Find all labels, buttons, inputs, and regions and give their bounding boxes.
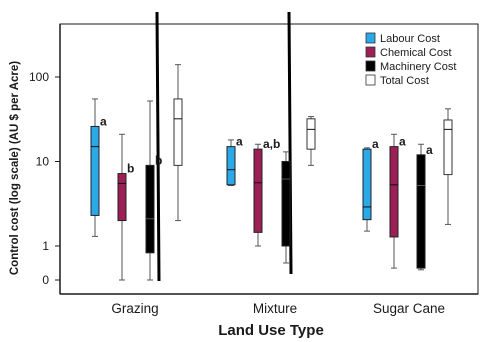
legend-label: Chemical Cost xyxy=(380,47,452,59)
y-axis-ticks: 0 1 10 100 xyxy=(29,70,60,287)
legend-label: Labour Cost xyxy=(380,33,440,45)
box-machinery-cost xyxy=(145,100,155,281)
box-iqr xyxy=(226,146,236,186)
box-machinery-cost xyxy=(281,151,291,264)
box-total-cost xyxy=(443,108,453,225)
significance-label: a xyxy=(426,143,433,157)
y-tick-label: 100 xyxy=(29,70,49,84)
box-iqr xyxy=(389,146,399,238)
significance-label: b xyxy=(127,162,134,176)
legend-label: Machinery Cost xyxy=(380,61,456,73)
group-separator xyxy=(287,11,293,275)
box-iqr xyxy=(281,161,291,247)
box-iqr xyxy=(145,164,155,254)
significance-label: a xyxy=(372,137,379,151)
legend-swatch xyxy=(365,74,376,86)
box-labour-cost xyxy=(226,139,236,186)
box-machinery-cost xyxy=(416,143,426,271)
legend-label: Total Cost xyxy=(380,75,429,87)
group-separator xyxy=(155,11,161,282)
y-tick-label: 0 xyxy=(42,273,49,287)
significance-label: a,b xyxy=(263,137,280,151)
x-tick-label: Mixture xyxy=(253,301,297,316)
significance-labels: a a a b a,b a b a xyxy=(100,114,433,175)
box-total-cost xyxy=(173,64,183,222)
x-axis-title: Land Use Type xyxy=(218,322,324,339)
y-tick-label: 1 xyxy=(42,239,49,253)
box-chemical-cost xyxy=(253,143,263,247)
box-labour-cost xyxy=(362,147,372,232)
x-tick-label: Grazing xyxy=(111,301,158,316)
box-iqr xyxy=(253,148,263,233)
legend-swatch xyxy=(365,46,376,58)
box-labour-cost xyxy=(90,98,100,237)
significance-label: b xyxy=(155,153,162,167)
legend-swatch xyxy=(365,32,376,44)
significance-label: a xyxy=(236,135,243,149)
legend-swatch xyxy=(365,60,376,72)
box-iqr xyxy=(362,148,372,221)
significance-label: a xyxy=(100,114,107,128)
box-iqr xyxy=(90,125,100,216)
y-axis-title: Control cost (log scale) (AU $ per Acre) xyxy=(9,61,21,275)
x-tick-label: Sugar Cane xyxy=(373,301,445,316)
box-chemical-cost xyxy=(117,133,127,281)
box-iqr xyxy=(306,118,316,150)
box-iqr xyxy=(416,154,426,269)
y-tick-label: 10 xyxy=(36,155,50,169)
box-total-cost xyxy=(306,116,316,166)
x-axis-ticks: Grazing Mixture Sugar Cane xyxy=(111,301,445,316)
box-chemical-cost xyxy=(389,133,399,269)
box-iqr xyxy=(117,173,127,222)
box-iqr xyxy=(443,119,453,176)
legend: Labour Cost Chemical Cost Machinery Cost To… xyxy=(365,32,456,87)
box-series xyxy=(90,64,453,281)
box-iqr xyxy=(173,98,183,166)
significance-label: a xyxy=(399,135,406,149)
